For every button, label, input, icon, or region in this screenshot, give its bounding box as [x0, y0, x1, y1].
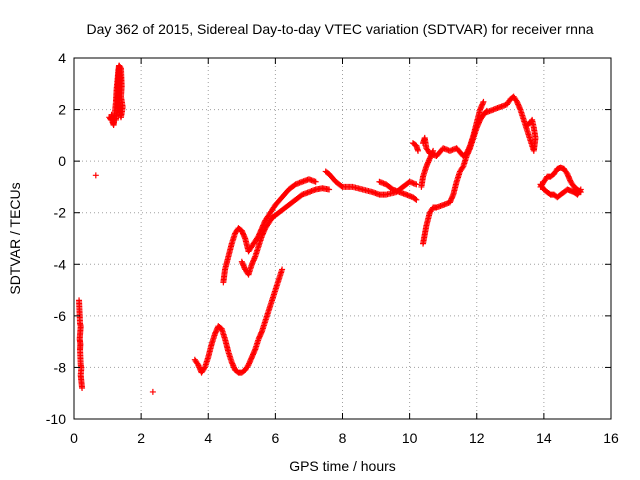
x-tick-label: 2 — [137, 430, 145, 446]
y-tick-label: 2 — [58, 102, 66, 118]
data-point — [576, 187, 583, 194]
x-tick-label: 14 — [536, 430, 552, 446]
data-point — [480, 98, 487, 105]
x-tick-label: 0 — [70, 430, 78, 446]
data-point — [92, 172, 99, 179]
data-point — [112, 116, 119, 123]
data-point — [413, 196, 420, 203]
x-axis-label: GPS time / hours — [289, 458, 396, 474]
y-tick-label: 0 — [58, 153, 66, 169]
y-tick-label: -10 — [46, 411, 66, 427]
y-tick-label: -2 — [54, 205, 67, 221]
data-point — [415, 147, 422, 154]
data-point — [279, 266, 286, 273]
data-point — [430, 147, 437, 154]
axis-ticks: 0 2 4 6 8 10 12 14 16 -10 -8 -6 -4 -2 0 2 4 — [46, 50, 619, 446]
x-tick-label: 10 — [402, 430, 418, 446]
x-tick-label: 16 — [603, 430, 619, 446]
data-point — [577, 186, 584, 193]
y-tick-label: -8 — [54, 359, 67, 375]
y-tick-label: 4 — [58, 50, 66, 66]
x-tick-label: 4 — [204, 430, 212, 446]
y-axis-label: SDTVAR / TECUs — [7, 182, 23, 294]
x-tick-label: 6 — [271, 430, 279, 446]
data-point — [525, 121, 532, 128]
data-point — [412, 195, 419, 202]
y-tick-label: -4 — [54, 256, 67, 272]
y-tick-label: -6 — [54, 308, 67, 324]
data-point — [79, 385, 86, 392]
data-point — [413, 181, 420, 188]
data-point — [201, 365, 208, 372]
data-point — [524, 122, 531, 129]
data-point — [312, 178, 319, 185]
data-point — [326, 186, 333, 193]
grid — [74, 58, 611, 419]
chart-title: Day 362 of 2015, Sidereal Day-to-day VTE… — [86, 21, 593, 37]
data-point — [459, 164, 466, 171]
data-point — [149, 388, 156, 395]
data-series — [76, 62, 584, 395]
x-tick-label: 8 — [339, 430, 347, 446]
x-tick-label: 12 — [469, 430, 485, 446]
